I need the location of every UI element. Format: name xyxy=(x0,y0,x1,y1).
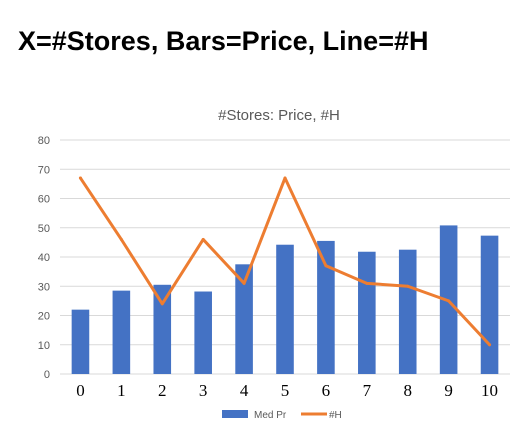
line-point xyxy=(201,237,205,241)
legend: Med Pr #H xyxy=(222,410,342,421)
y-tick-label: 10 xyxy=(38,340,50,352)
line-point xyxy=(160,302,164,306)
bar xyxy=(71,309,90,374)
line-point xyxy=(324,264,328,268)
combo-chart: #Stores: Price, #H 0 10 20 30 40 50 60 70 80 0 1 2… xyxy=(38,107,510,421)
bar xyxy=(398,249,417,374)
line-point xyxy=(365,281,369,285)
x-tick-label: 4 xyxy=(240,381,249,400)
bar xyxy=(112,290,131,374)
bar xyxy=(317,240,335,374)
x-tick-label: 9 xyxy=(444,381,453,400)
y-tick-label: 40 xyxy=(38,252,50,264)
legend-label-bar: Med Pr xyxy=(254,410,287,421)
bar xyxy=(194,291,212,374)
legend-label-line: #H xyxy=(329,410,342,421)
y-tick-label: 80 xyxy=(38,135,50,147)
x-tick-label: 6 xyxy=(322,381,331,400)
bar xyxy=(480,235,499,374)
line-point xyxy=(406,284,410,288)
y-tick-label: 0 xyxy=(44,369,50,381)
y-tick-label: 30 xyxy=(38,281,50,293)
y-tick-label: 50 xyxy=(38,223,50,235)
bar xyxy=(358,251,376,374)
x-tick-label: 0 xyxy=(76,381,85,400)
bar xyxy=(235,264,253,374)
y-tick-label: 60 xyxy=(38,194,50,206)
x-axis-tick-labels: 0 1 2 3 4 5 6 7 8 9 10 xyxy=(76,381,498,400)
x-tick-label: 7 xyxy=(363,381,372,400)
bar xyxy=(276,244,294,374)
line-point xyxy=(283,176,287,180)
x-tick-label: 1 xyxy=(117,381,126,400)
y-axis-tick-labels: 0 10 20 30 40 50 60 70 80 xyxy=(38,135,50,381)
slide-title: X=#Stores, Bars=Price, Line=#H xyxy=(18,26,429,56)
x-tick-label: 8 xyxy=(403,381,412,400)
x-tick-label: 3 xyxy=(199,381,208,400)
x-tick-label: 2 xyxy=(158,381,167,400)
chart-title: #Stores: Price, #H xyxy=(218,107,340,124)
line-point xyxy=(447,299,451,303)
line-point xyxy=(78,176,82,180)
line-point xyxy=(488,343,492,347)
y-tick-label: 70 xyxy=(38,164,50,176)
line-series xyxy=(78,176,492,347)
chart-container: #Stores: Price, #H 0 10 20 30 40 50 60 70 80 0 1 2… xyxy=(0,90,529,443)
line-point xyxy=(242,281,246,285)
legend-swatch-bar xyxy=(222,410,248,418)
y-tick-label: 20 xyxy=(38,311,50,323)
bar xyxy=(153,284,172,374)
x-tick-label: 10 xyxy=(481,381,498,400)
x-tick-label: 5 xyxy=(281,381,290,400)
line-point xyxy=(119,237,123,241)
bar-series xyxy=(71,225,499,374)
